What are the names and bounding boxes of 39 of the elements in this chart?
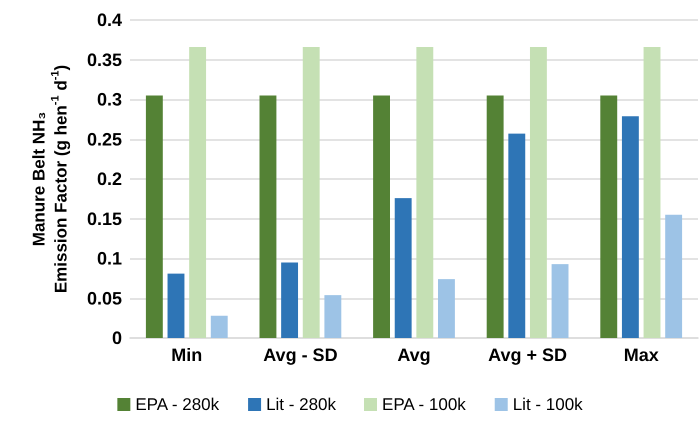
- y-tick-label: 0.05: [86, 288, 122, 308]
- x-tick-label: Avg - SD: [263, 345, 338, 365]
- bar: [302, 47, 320, 338]
- y-tick-label: 0.35: [86, 50, 122, 70]
- bar: [508, 134, 526, 338]
- bar: [530, 47, 547, 338]
- x-tick-label: Max: [624, 345, 659, 365]
- bar: [146, 96, 163, 338]
- x-tick-label: Avg: [397, 345, 431, 365]
- y-tick-label: 0.3: [96, 90, 122, 110]
- bar: [394, 198, 412, 338]
- bar: [189, 47, 206, 338]
- bar: [324, 295, 342, 338]
- y-tick-label: 0: [112, 328, 122, 348]
- legend-label: Lit - 280k: [266, 395, 336, 414]
- bar: [210, 316, 228, 338]
- bar: [486, 96, 504, 338]
- bar: [373, 96, 390, 338]
- bar: [260, 96, 276, 338]
- bar: [622, 116, 639, 338]
- bar: [644, 47, 660, 338]
- legend-label: Lit - 100k: [512, 395, 584, 414]
- y-tick-label: 0.2: [96, 169, 122, 189]
- bar: [665, 214, 682, 338]
- bar: [281, 262, 298, 338]
- legend-label: EPA - 100k: [382, 395, 466, 414]
- bar: [168, 274, 184, 338]
- x-tick-label: Avg + SD: [488, 345, 568, 365]
- legend-label: EPA - 280k: [135, 395, 220, 414]
- y-tick-label: 0.4: [96, 10, 122, 30]
- bar: [552, 264, 568, 338]
- bar: [600, 96, 618, 338]
- y-axis-title: Manure Belt NH₃ Emission Factor (g hen-1 d-1): [30, 64, 70, 294]
- x-tick-label: Min: [171, 345, 202, 365]
- bar: [416, 47, 434, 338]
- y-tick-label: 0.15: [86, 208, 122, 229]
- y-tick-label: 0.1: [96, 248, 122, 268]
- y-tick-label: 0.25: [86, 129, 122, 150]
- bar: [438, 279, 455, 338]
